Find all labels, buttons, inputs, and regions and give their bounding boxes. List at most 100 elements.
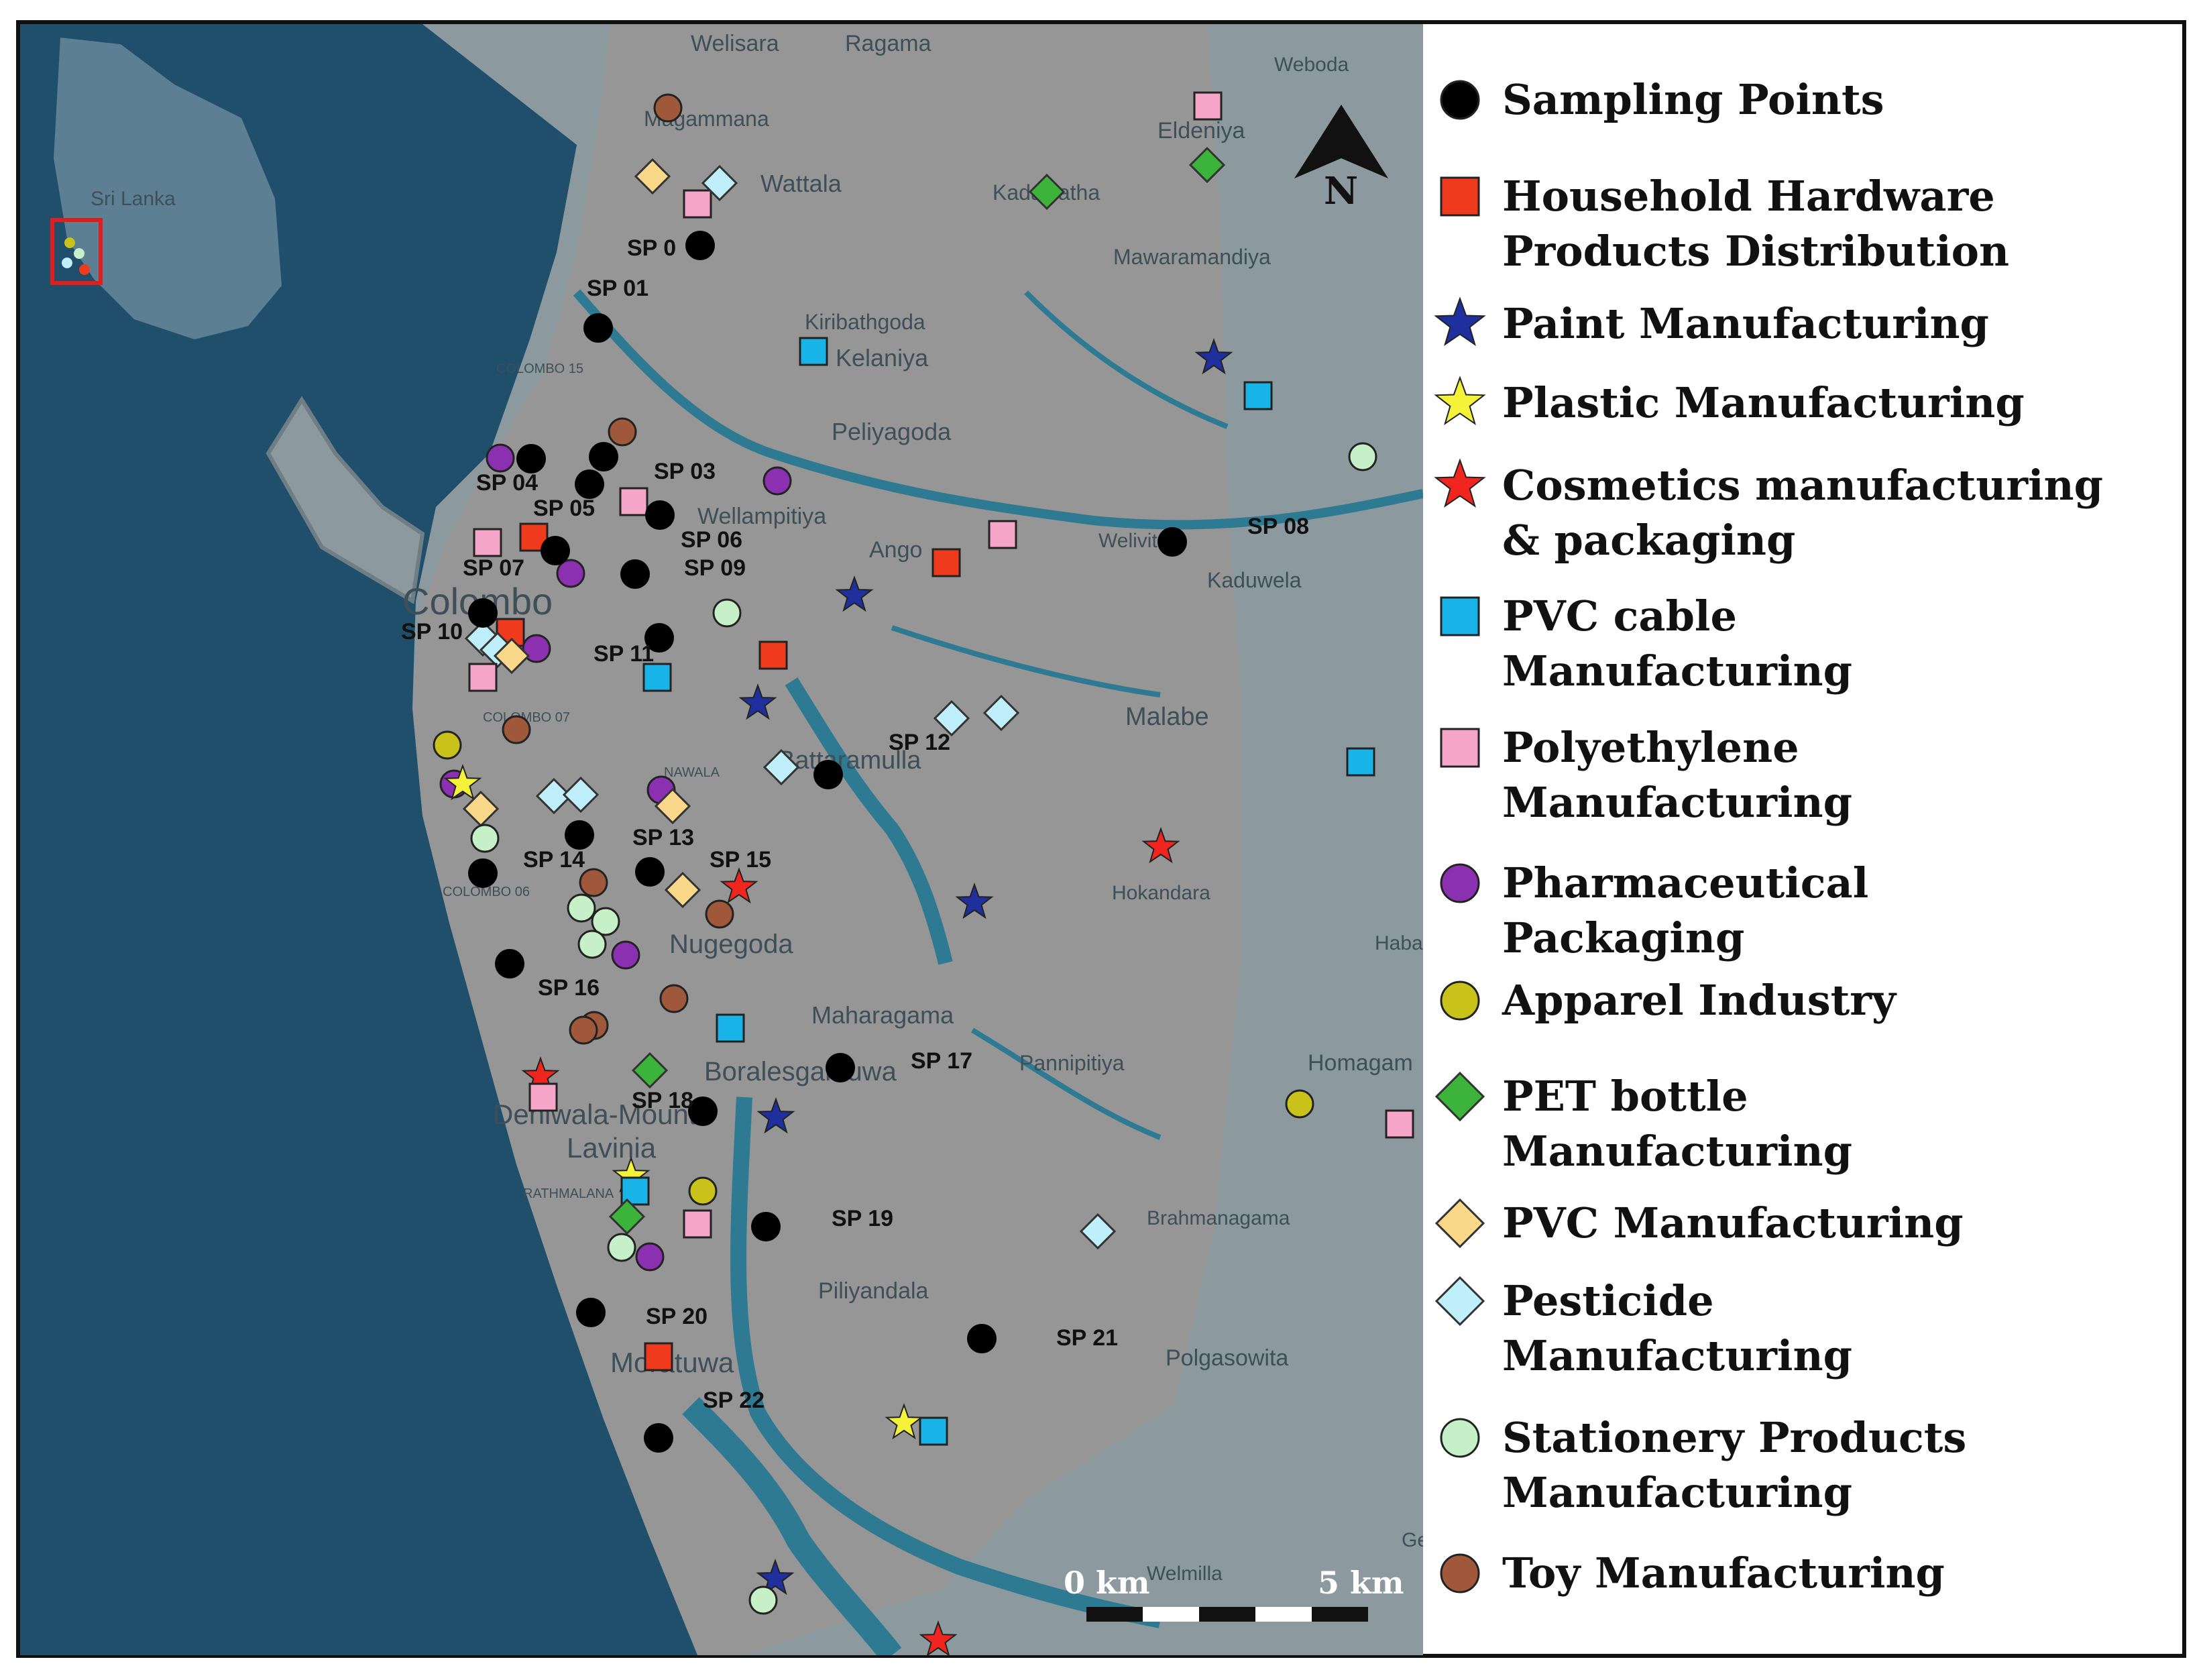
legend-label: Cosmetics manufacturing & packaging xyxy=(1502,461,2103,565)
place-label: Hokandara xyxy=(1112,882,1210,904)
place-label: Dehiwala-Mount xyxy=(493,1099,697,1130)
sampling-point-label: SP 16 xyxy=(538,975,600,1001)
stationery-marker xyxy=(748,1585,778,1615)
place-label: Wellampitiya xyxy=(697,504,826,529)
sampling-point-icon xyxy=(1440,80,1480,120)
sampling-point-marker xyxy=(468,858,498,888)
cosmetics-icon xyxy=(1434,458,1486,508)
legend-label: Toy Manufacturing xyxy=(1502,1549,1945,1598)
toy-icon xyxy=(1440,1553,1480,1593)
sampling-point-marker xyxy=(541,536,570,565)
sampling-point-label: SP 01 xyxy=(587,276,648,301)
pesticide-marker xyxy=(982,694,1020,732)
sampling-point-marker xyxy=(685,231,715,260)
toy-marker xyxy=(608,417,637,447)
bolgoda-south xyxy=(682,1397,902,1655)
place-label: COLOMBO 15 xyxy=(496,361,583,376)
place-label: Mawaramandiya xyxy=(1113,245,1271,269)
polyethylene-icon xyxy=(1440,728,1480,768)
paint-marker xyxy=(756,1559,795,1595)
stationery-marker xyxy=(567,893,596,923)
apparel-marker xyxy=(688,1176,718,1206)
household-hardware-marker xyxy=(758,640,788,670)
legend-label: Plastic Manufacturing xyxy=(1502,378,2025,427)
sampling-point-label: SP 07 xyxy=(463,555,524,581)
pvc-marker xyxy=(634,158,671,195)
place-label: Kaduwela xyxy=(1207,568,1302,592)
place-label: Nugegoda xyxy=(669,930,793,959)
place-label: Welmilla xyxy=(1147,1563,1223,1585)
pharmaceutical-icon xyxy=(1440,863,1480,903)
plastic-marker xyxy=(443,764,482,801)
place-label: RATHMALANA xyxy=(523,1186,614,1201)
household-hardware-marker xyxy=(931,548,961,577)
north-arrow-icon: N xyxy=(1294,105,1388,213)
pvc-cable-icon xyxy=(1440,596,1480,636)
inset-map[interactable]: Sri Lanka xyxy=(50,38,282,339)
stream-3 xyxy=(970,1027,1162,1140)
place-label: Pannipitiya xyxy=(1019,1051,1125,1075)
place-label: Ragama xyxy=(845,31,931,56)
pharmaceutical-icon xyxy=(1440,863,1480,903)
stationery-marker xyxy=(577,930,607,959)
sampling-point-label: SP 04 xyxy=(476,470,538,496)
sampling-point-marker xyxy=(644,623,674,653)
stationery-marker xyxy=(607,1233,636,1262)
place-label: Polgasowita xyxy=(1166,1345,1288,1371)
paint-icon xyxy=(1434,296,1486,347)
legend-label: PVC Manufacturing xyxy=(1502,1198,1964,1247)
place-label: Welivita xyxy=(1098,530,1169,552)
sampling-point-label: SP 05 xyxy=(533,496,595,521)
plastic-icon xyxy=(1434,376,1486,426)
pesticide-marker xyxy=(1079,1213,1117,1250)
inset-marker xyxy=(62,258,72,268)
figure-frame: Sri Lanka Welisara Ragama Weboda Magammana E… xyxy=(16,20,2186,1658)
scale-end-label: 5 km xyxy=(1318,1565,1404,1601)
inset-label: Sri Lanka xyxy=(91,188,176,210)
pesticide-marker xyxy=(762,748,800,786)
stationery-icon xyxy=(1440,1418,1480,1458)
legend-label: Paint Manufacturing xyxy=(1502,299,1989,348)
toy-marker xyxy=(653,93,683,123)
pesticide-marker xyxy=(701,164,738,202)
place-label: Piliyandala xyxy=(818,1278,929,1304)
apparel-icon xyxy=(1440,981,1480,1021)
sampling-point-label: SP 20 xyxy=(646,1304,708,1329)
sampling-point-label: SP 18 xyxy=(632,1088,693,1113)
household-hardware-marker xyxy=(644,1342,673,1371)
sampling-point-marker xyxy=(468,598,498,628)
sampling-point-label: SP 06 xyxy=(681,527,742,553)
sampling-point-label: SP 21 xyxy=(1056,1325,1118,1351)
household-hardware-icon xyxy=(1440,176,1480,217)
sampling-point-marker xyxy=(645,500,675,530)
place-label: Brahmanagama xyxy=(1147,1207,1290,1229)
pvc-cable-marker xyxy=(1243,381,1273,410)
diyawanna-lake xyxy=(785,677,953,965)
stationery-marker xyxy=(591,907,620,936)
inset-highlight-box xyxy=(50,218,103,285)
sampling-point-label: SP 13 xyxy=(632,825,694,850)
legend-label: Household Hardware Products Distribution xyxy=(1502,172,2010,276)
cosmetics-marker xyxy=(919,1620,958,1655)
polyethylene-marker xyxy=(988,520,1017,549)
place-label: Kiribathgoda xyxy=(805,310,925,334)
legend-label: Polyethylene Manufacturing xyxy=(1502,723,1852,827)
toy-marker xyxy=(579,868,608,897)
stream-1 xyxy=(891,625,1161,697)
sri-lanka-shape xyxy=(54,38,282,339)
polyethylene-marker xyxy=(468,663,498,692)
place-label: Ango xyxy=(869,537,922,563)
pvc-marker xyxy=(493,637,530,675)
pvc-marker xyxy=(664,871,701,909)
pet-bottle-icon xyxy=(1434,1071,1485,1122)
inset-marker xyxy=(74,248,84,259)
industry-markers xyxy=(433,91,1414,1655)
polyethylene-marker xyxy=(1385,1109,1414,1139)
pvc-cable-marker xyxy=(620,1176,650,1206)
sampling-point-label: SP 22 xyxy=(703,1388,765,1413)
stationery-icon xyxy=(1440,1418,1480,1458)
inset-marker xyxy=(79,264,90,275)
